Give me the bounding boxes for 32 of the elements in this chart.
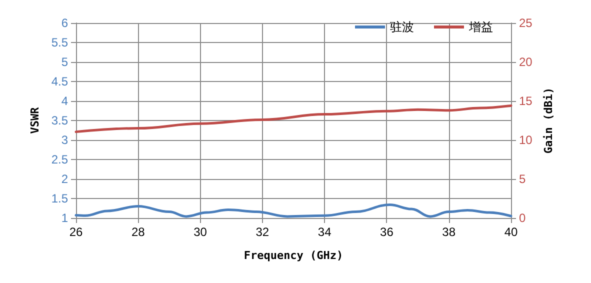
y2-tick-label: 25 (519, 16, 533, 30)
y2-tick-label: 0 (519, 211, 526, 225)
y-tick-label: 4 (61, 94, 68, 108)
line-series (74, 104, 512, 134)
x-tick-label: 28 (131, 225, 146, 239)
y2-tick-label: 20 (519, 55, 533, 69)
y2-tick-label: 5 (519, 172, 526, 186)
y-tick-label: 6 (61, 16, 68, 30)
y-tick-label: 5.5 (51, 36, 68, 50)
y-tick-label: 2.5 (51, 152, 68, 166)
x-tick-label: 26 (69, 225, 83, 239)
x-axis-title: Frequency (GHz) (244, 249, 344, 262)
x-tick-label: 32 (256, 225, 270, 239)
y-tick-label: 3.5 (51, 114, 68, 128)
x-tick-label: 36 (380, 225, 394, 239)
y-tick-label: 1.5 (51, 192, 68, 206)
x-tick-label: 40 (504, 225, 518, 239)
line-series (74, 203, 512, 218)
y2-tick-label: 10 (519, 133, 533, 147)
y-tick-label: 4.5 (51, 74, 68, 88)
y-tick-label: 5 (61, 55, 68, 69)
y-tick-label: 3 (61, 133, 68, 147)
legend-label: 驻波 (390, 20, 414, 34)
y2-tick-label: 15 (519, 94, 533, 108)
x-tick-label: 34 (318, 225, 332, 239)
x-tick-label: 30 (194, 225, 208, 239)
y-tick-label: 2 (61, 172, 68, 186)
y2-axis-title: Gain (dBi) (542, 87, 556, 154)
y-tick-label: 1 (61, 211, 68, 225)
y-axis-title: VSWR (28, 106, 42, 134)
x-tick-label: 38 (442, 225, 456, 239)
legend-label: 增益 (468, 20, 493, 34)
